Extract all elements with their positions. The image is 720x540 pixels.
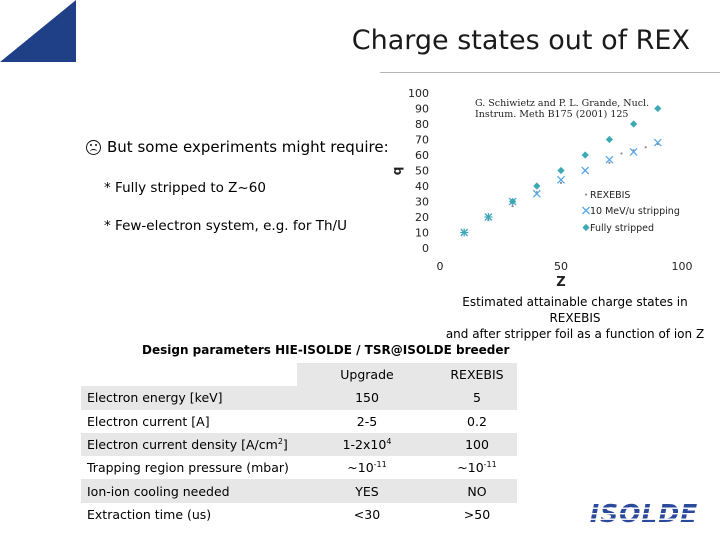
stripping-10mev-point-stroke <box>629 147 638 156</box>
rexebis-point <box>608 161 611 164</box>
stripping-10mev-point-stroke <box>581 166 590 175</box>
param-rexebis-value: >50 <box>437 502 517 527</box>
rexebis-point <box>644 146 647 149</box>
fully-stripped-point-stroke <box>485 213 492 221</box>
table-row: Trapping region pressure (mbar) ~10-11 ~10… <box>81 456 517 480</box>
x-tick-label: 100 <box>672 260 693 273</box>
design-parameters-title: Design parameters HIE-ISOLDE / TSR@ISOLD… <box>142 343 510 357</box>
isolde-logo: ISOLDE <box>580 499 712 528</box>
rexebis-point <box>511 205 514 208</box>
param-label: Electron current density [A/cm2] <box>81 432 297 457</box>
param-upgrade-value: 150 <box>297 386 437 410</box>
chart-caption: Estimated attainable charge states in RE… <box>440 294 710 342</box>
charge-state-chart: 0 10 20 30 40 50 60 70 80 90 100 0 50 100 Zq G. Schiwie… <box>390 87 693 290</box>
y-axis-label: q <box>390 167 404 176</box>
x-tick-label: 0 <box>437 260 444 273</box>
table-row: Electron current [A] 2-5 0.2 <box>81 409 517 433</box>
legend-10mev-stripping-marker <box>582 206 590 215</box>
param-upgrade-value: <30 <box>297 502 437 527</box>
stripping-10mev-point <box>557 175 565 184</box>
param-label: Electron energy [keV] <box>81 386 297 410</box>
stripping-10mev-point-stroke <box>532 189 541 198</box>
bullet-main: But some experiments might require: <box>86 138 389 156</box>
fully-stripped-point <box>533 182 541 190</box>
fully-stripped-point <box>654 104 662 113</box>
legend-rexebis-text: REXEBIS <box>590 190 630 201</box>
header-empty-cell <box>81 363 297 387</box>
param-upgrade-value: 2-5 <box>297 409 437 433</box>
legend-fully-stripped-text: Fully stripped <box>590 223 654 234</box>
fully-stripped-point <box>557 166 565 175</box>
legend-10mev-stripping-text: 10 MeV/u stripping <box>590 206 680 217</box>
y-tick-label: 20 <box>415 211 429 224</box>
param-label: Trapping region pressure (mbar) <box>81 456 297 480</box>
bullet-sub-few-electron: * Few-electron system, e.g. for Th/U <box>104 218 347 234</box>
logo-stripe <box>580 513 712 515</box>
stripping-10mev-point <box>532 189 541 198</box>
fully-stripped-point <box>460 228 469 237</box>
logo-stripe <box>580 518 712 520</box>
bullet-sub-fully-stripped: * Fully stripped to Z~60 <box>104 180 266 196</box>
chart-citation-line2: Instrum. Meth B175 (2001) 125 <box>475 109 628 120</box>
param-rexebis-value: NO <box>437 479 517 503</box>
legend-fully-stripped-marker <box>582 223 590 232</box>
logo-stripe <box>580 502 712 504</box>
rexebis-point <box>559 181 563 184</box>
table-row: Ion-ion cooling needed YES NO <box>81 479 517 503</box>
fully-stripped-point <box>581 151 589 159</box>
title-divider <box>380 72 720 73</box>
frown-face-icon <box>86 140 101 155</box>
stripping-10mev-point <box>629 147 638 156</box>
y-tick-label: 40 <box>415 180 429 193</box>
x-tick-label: 50 <box>554 260 568 273</box>
y-tick-label: 30 <box>415 196 429 209</box>
stripping-10mev-point-stroke <box>557 175 565 184</box>
param-rexebis-value: 5 <box>437 386 517 410</box>
param-upgrade-value: 1-2x104 <box>297 432 437 457</box>
param-label: Ion-ion cooling needed <box>81 479 297 503</box>
y-tick-label: 10 <box>415 227 429 240</box>
y-tick-label: 0 <box>422 242 429 255</box>
slide-title: Charge states out of REX <box>351 25 690 56</box>
y-tick-label: 90 <box>415 103 429 116</box>
y-tick-label: 70 <box>415 134 429 147</box>
param-rexebis-value: ~10-11 <box>437 456 517 480</box>
param-rexebis-value: 0.2 <box>437 409 517 433</box>
corner-decoration-cut <box>0 0 76 62</box>
chart-caption-line2: and after stripper foil as a function of… <box>445 327 705 341</box>
stripping-10mev-point <box>605 155 614 164</box>
fully-stripped-point <box>605 135 613 144</box>
y-tick-label: 80 <box>415 118 429 131</box>
legend-10mev-stripping-marker-stroke <box>582 206 590 215</box>
table-row: Extraction time (us) <30 >50 <box>81 502 517 527</box>
stripping-10mev-point-stroke <box>605 155 614 164</box>
header-rexebis: REXEBIS <box>437 363 517 387</box>
y-tick-label: 100 <box>408 87 429 100</box>
bullet-main-text: But some experiments might require: <box>107 138 389 156</box>
design-parameters-table: Upgrade REXEBIS Electron energy [keV] 150… <box>81 363 517 527</box>
table-row: Electron current density [A/cm2] 1-2x104 1… <box>81 432 517 457</box>
fully-stripped-point-stroke <box>460 229 468 236</box>
param-rexebis-value: 100 <box>437 432 517 457</box>
table-header-row: Upgrade REXEBIS <box>81 363 517 387</box>
x-axis-label: Z <box>556 275 565 290</box>
legend-rexebis-marker <box>584 193 588 196</box>
logo-stripe <box>580 507 712 509</box>
y-tick-label: 60 <box>415 149 429 162</box>
chart-caption-line1: Estimated attainable charge states in RE… <box>462 295 688 325</box>
param-label: Electron current [A] <box>81 409 297 433</box>
fully-stripped-point <box>630 120 638 128</box>
stripping-10mev-point <box>581 166 590 175</box>
param-upgrade-value: YES <box>297 479 437 503</box>
header-upgrade: Upgrade <box>297 363 437 387</box>
rexebis-point <box>620 152 623 155</box>
param-label: Extraction time (us) <box>81 502 297 527</box>
table-row: Electron energy [keV] 150 5 <box>81 386 517 410</box>
param-upgrade-value: ~10-11 <box>297 456 437 480</box>
y-tick-label: 50 <box>415 165 429 178</box>
stripping-10mev-point <box>653 138 662 147</box>
stripping-10mev-point-stroke <box>653 138 662 147</box>
chart-citation-line1: G. Schiwietz and P. L. Grande, Nucl. <box>475 98 649 109</box>
fully-stripped-point <box>484 213 493 221</box>
